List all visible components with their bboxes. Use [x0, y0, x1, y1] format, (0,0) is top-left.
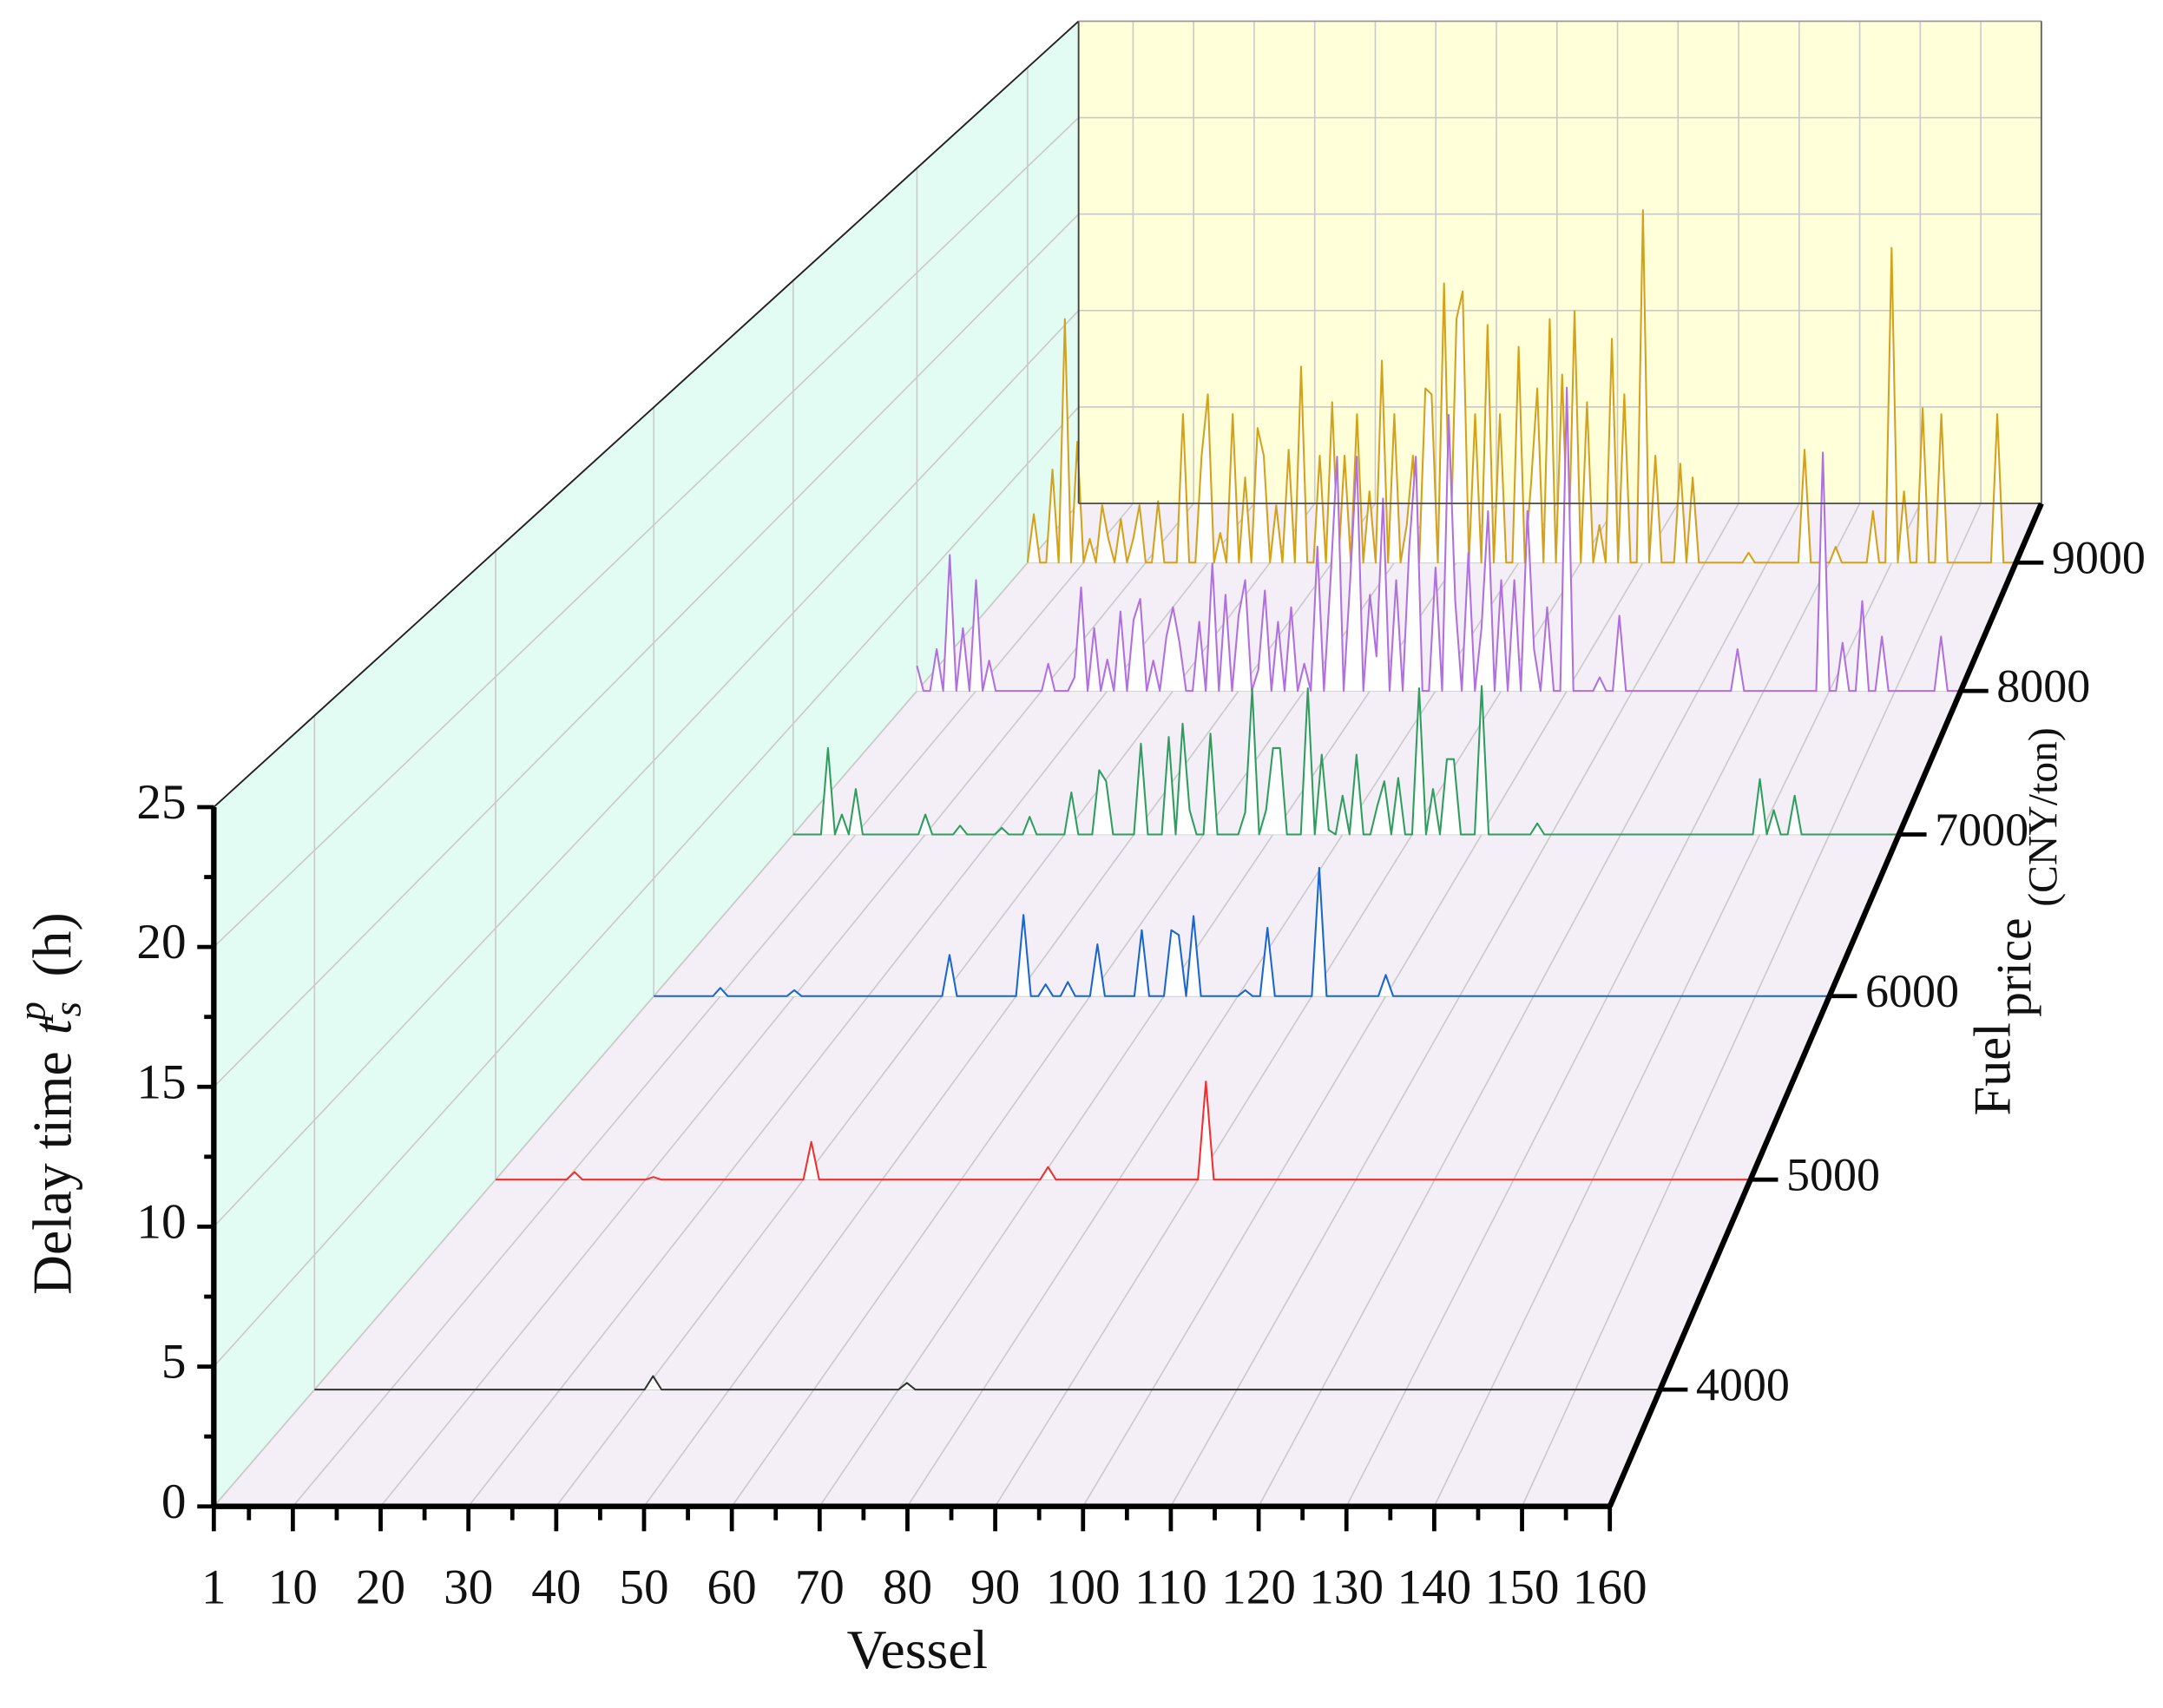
x-tick-label: 120: [1221, 1560, 1296, 1614]
grid-line: [1258, 503, 1800, 1508]
series-line: [1026, 209, 2016, 564]
z-tick-label: 25: [136, 775, 186, 830]
z-axis-title: Delay time tsp (h): [10, 912, 89, 1295]
x-tick-label: 110: [1134, 1560, 1207, 1614]
y-axis-title: Fuel price (CNY/ton): [1963, 727, 2066, 1115]
grid-line: [213, 406, 1080, 1368]
grid-line: [1082, 503, 1679, 1508]
x-tick-label: 130: [1309, 1560, 1384, 1614]
y-tick-label: 7000: [1935, 804, 2028, 856]
z-title-sup: p: [10, 1002, 54, 1023]
z-title-unit: (h): [21, 912, 82, 976]
grid-line: [1170, 503, 1739, 1508]
z-tick-label: 10: [136, 1195, 186, 1250]
x-tick-label: 20: [356, 1560, 405, 1614]
series-line: [654, 866, 1830, 997]
x-tick-label: 100: [1046, 1560, 1121, 1614]
x-tick-label: 150: [1485, 1560, 1560, 1614]
y-tick-label: 9000: [2052, 532, 2146, 584]
grid-line: [292, 503, 1134, 1508]
y-title-sub: price: [1988, 917, 2042, 1016]
y-tick-label: 4000: [1696, 1359, 1790, 1411]
grid-line: [213, 116, 1080, 948]
axes: 1 10 20 30 40 50 60 70 80 90 100 110 120 130 140 150 160…: [136, 20, 2146, 1614]
x-tick-label: 140: [1397, 1560, 1471, 1614]
x-axis-title: Vessel: [847, 1619, 988, 1680]
z-tick-label: 5: [161, 1335, 187, 1389]
grid-line: [379, 503, 1194, 1508]
left-wall: [214, 21, 1079, 1507]
x-tick-label: 40: [531, 1560, 581, 1614]
grid-line: [643, 503, 1377, 1508]
series-line: [495, 1081, 1751, 1181]
x-tick-label: 50: [619, 1560, 668, 1614]
y-tick-label: 5000: [1786, 1149, 1880, 1201]
z-title-symbol: t: [21, 1018, 82, 1035]
series-area: [314, 1376, 1660, 1390]
x-tick-label: 30: [444, 1560, 493, 1614]
z-tick-label: 20: [136, 915, 186, 969]
series-line: [792, 685, 1899, 836]
z-title-text: Delay time: [21, 1051, 82, 1295]
x-tick-label: 10: [268, 1560, 318, 1614]
series-area: [1027, 210, 2016, 563]
z-title-sub: s: [46, 1002, 89, 1016]
grid-line: [556, 503, 1316, 1508]
walls: [214, 21, 2041, 1507]
x-tick-label: 70: [795, 1560, 845, 1614]
frame-edge: [213, 20, 1080, 808]
y-tick-label: 8000: [1996, 660, 2090, 713]
x-tick-label: 60: [707, 1560, 757, 1614]
grid-line: [213, 310, 1080, 1227]
z-tick-label: 15: [136, 1054, 186, 1109]
back-wall: [1078, 21, 2041, 504]
grid-line: [213, 214, 1080, 1087]
series-line: [314, 1375, 1660, 1391]
grid-line: [1521, 503, 1982, 1508]
series-layer: [314, 209, 2016, 1391]
y-title-unit: (CNY/ton): [2021, 727, 2066, 907]
grid-line: [1345, 503, 1861, 1508]
y-tick-label: 6000: [1865, 965, 1959, 1017]
z-tick-label: 0: [161, 1475, 187, 1529]
x-tick-label: 90: [970, 1560, 1020, 1614]
series-line: [916, 386, 1961, 693]
x-tick-label: 80: [883, 1560, 932, 1614]
y-title-text: Fuel: [1963, 1022, 2022, 1115]
floor: [214, 503, 2041, 1507]
y-axis-line: [1607, 502, 2044, 1508]
x-tick-label: 160: [1573, 1560, 1647, 1614]
labels: Vessel Delay time tsp (h) Fuel price (CNY/to…: [10, 727, 2067, 1680]
x-tick-label: 1: [201, 1560, 227, 1614]
